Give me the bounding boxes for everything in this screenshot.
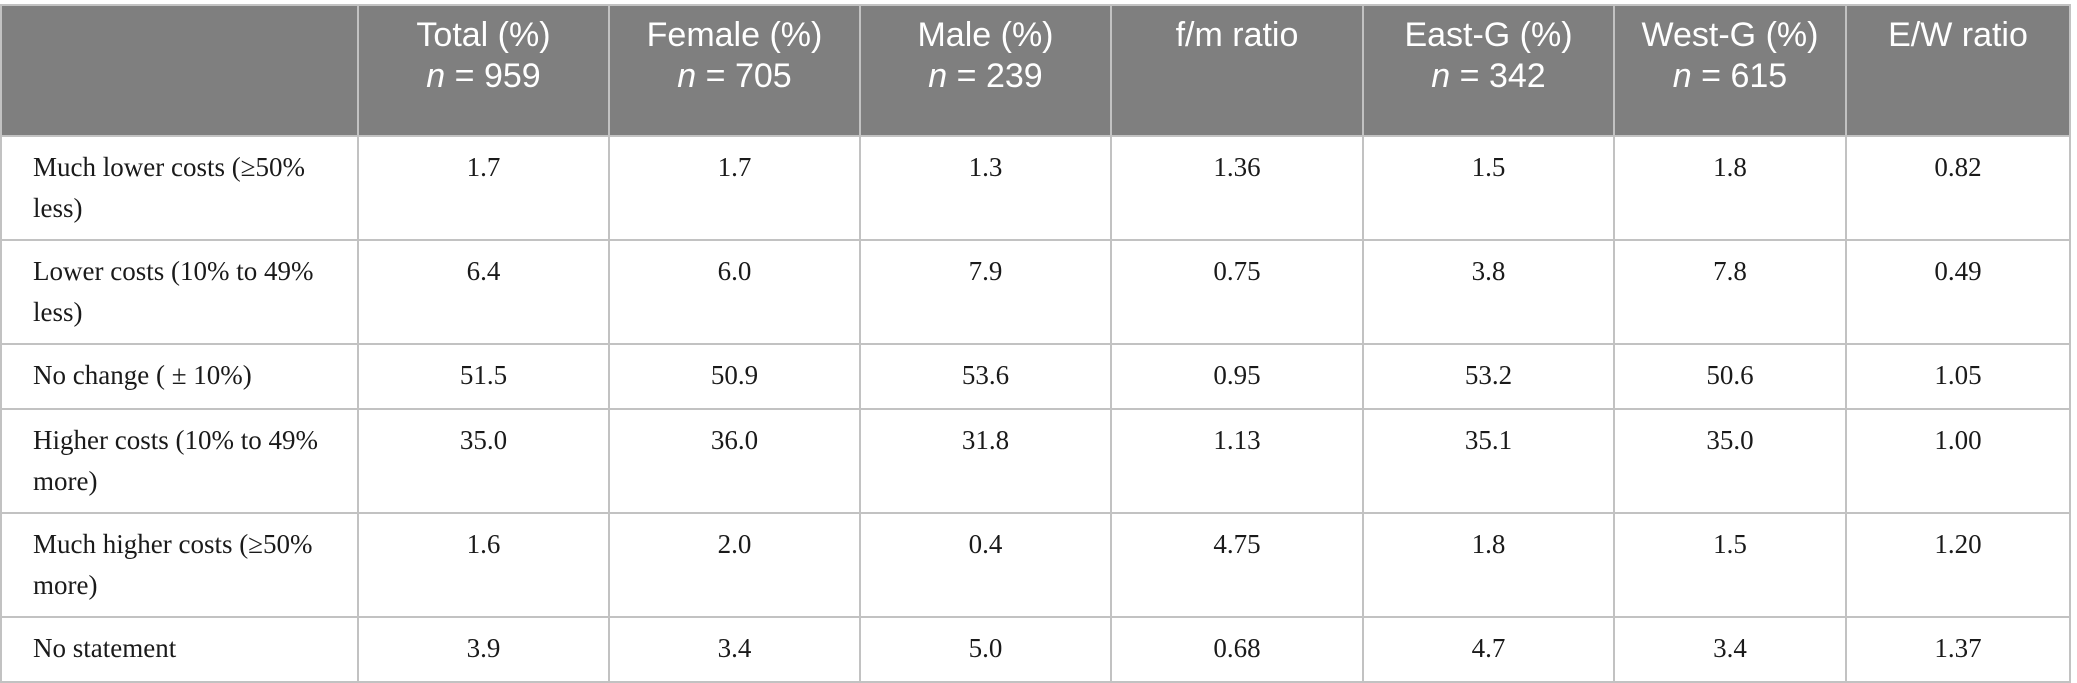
cost-change-table: Total (%) n = 959 Female (%) n = 705 Mal…	[0, 4, 2071, 683]
row-label: Lower costs (10% to 49% less)	[0, 239, 359, 345]
header-label: East-G (%)	[1404, 16, 1573, 54]
header-east: East-G (%) n = 342	[1362, 4, 1615, 137]
cell-male: 0.4	[859, 512, 1112, 618]
row-label: Higher costs (10% to 49% more)	[0, 408, 359, 514]
cell-female: 1.7	[608, 135, 861, 241]
cell-fm-ratio: 0.95	[1110, 343, 1364, 410]
cell-female: 3.4	[608, 616, 861, 683]
header-label: E/W ratio	[1888, 16, 2028, 54]
header-n: = 705	[705, 57, 792, 95]
cell-ew-ratio: 1.05	[1845, 343, 2071, 410]
cell-female: 50.9	[608, 343, 861, 410]
header-female: Female (%) n = 705	[608, 4, 861, 137]
header-label: Female (%)	[646, 16, 823, 54]
header-n: = 342	[1459, 57, 1546, 95]
row-label: No change ( ± 10%)	[0, 343, 359, 410]
header-label: f/m ratio	[1175, 16, 1299, 54]
cell-east: 3.8	[1362, 239, 1615, 345]
header-n: = 959	[454, 57, 541, 95]
cell-male: 1.3	[859, 135, 1112, 241]
cell-total: 1.7	[357, 135, 610, 241]
cell-female: 6.0	[608, 239, 861, 345]
cell-total: 1.6	[357, 512, 610, 618]
cell-west: 35.0	[1613, 408, 1847, 514]
cell-ew-ratio: 0.49	[1845, 239, 2071, 345]
cell-ew-ratio: 1.00	[1845, 408, 2071, 514]
header-total: Total (%) n = 959	[357, 4, 610, 137]
table-row: Higher costs (10% to 49% more) 35.0 36.0…	[0, 408, 2071, 514]
header-row: Total (%) n = 959 Female (%) n = 705 Mal…	[0, 4, 2071, 137]
cell-total: 35.0	[357, 408, 610, 514]
header-label: West-G (%)	[1641, 16, 1819, 54]
n-symbol: n	[677, 57, 697, 95]
cell-west: 1.5	[1613, 512, 1847, 618]
cell-fm-ratio: 4.75	[1110, 512, 1364, 618]
cell-east: 1.5	[1362, 135, 1615, 241]
row-label: Much higher costs (≥50% more)	[0, 512, 359, 618]
cell-ew-ratio: 0.82	[1845, 135, 2071, 241]
header-blank	[0, 4, 359, 137]
cell-east: 35.1	[1362, 408, 1615, 514]
cell-female: 2.0	[608, 512, 861, 618]
cell-female: 36.0	[608, 408, 861, 514]
cell-total: 3.9	[357, 616, 610, 683]
row-label: No statement	[0, 616, 359, 683]
cell-total: 51.5	[357, 343, 610, 410]
cell-fm-ratio: 1.13	[1110, 408, 1364, 514]
cell-west: 1.8	[1613, 135, 1847, 241]
cell-west: 50.6	[1613, 343, 1847, 410]
table-row: Much lower costs (≥50% less) 1.7 1.7 1.3…	[0, 135, 2071, 241]
table-row: Lower costs (10% to 49% less) 6.4 6.0 7.…	[0, 239, 2071, 345]
table-row: Much higher costs (≥50% more) 1.6 2.0 0.…	[0, 512, 2071, 618]
cell-total: 6.4	[357, 239, 610, 345]
cell-west: 3.4	[1613, 616, 1847, 683]
header-label: Male (%)	[917, 16, 1054, 54]
n-symbol: n	[928, 57, 948, 95]
header-ew-ratio: E/W ratio	[1845, 4, 2071, 137]
row-label: Much lower costs (≥50% less)	[0, 135, 359, 241]
cell-east: 1.8	[1362, 512, 1615, 618]
cell-ew-ratio: 1.20	[1845, 512, 2071, 618]
header-male: Male (%) n = 239	[859, 4, 1112, 137]
header-n: = 239	[956, 57, 1043, 95]
n-symbol: n	[426, 57, 446, 95]
header-fm-ratio: f/m ratio	[1110, 4, 1364, 137]
cell-east: 53.2	[1362, 343, 1615, 410]
cell-fm-ratio: 1.36	[1110, 135, 1364, 241]
n-symbol: n	[1431, 57, 1451, 95]
header-west: West-G (%) n = 615	[1613, 4, 1847, 137]
n-symbol: n	[1672, 57, 1692, 95]
table-row: No statement 3.9 3.4 5.0 0.68 4.7 3.4 1.…	[0, 616, 2071, 683]
cell-male: 7.9	[859, 239, 1112, 345]
cell-ew-ratio: 1.37	[1845, 616, 2071, 683]
cell-male: 5.0	[859, 616, 1112, 683]
header-label: Total (%)	[416, 16, 551, 54]
cell-fm-ratio: 0.75	[1110, 239, 1364, 345]
header-n: = 615	[1701, 57, 1788, 95]
cell-male: 53.6	[859, 343, 1112, 410]
cell-east: 4.7	[1362, 616, 1615, 683]
cell-west: 7.8	[1613, 239, 1847, 345]
cell-fm-ratio: 0.68	[1110, 616, 1364, 683]
table-row: No change ( ± 10%) 51.5 50.9 53.6 0.95 5…	[0, 343, 2071, 410]
cell-male: 31.8	[859, 408, 1112, 514]
